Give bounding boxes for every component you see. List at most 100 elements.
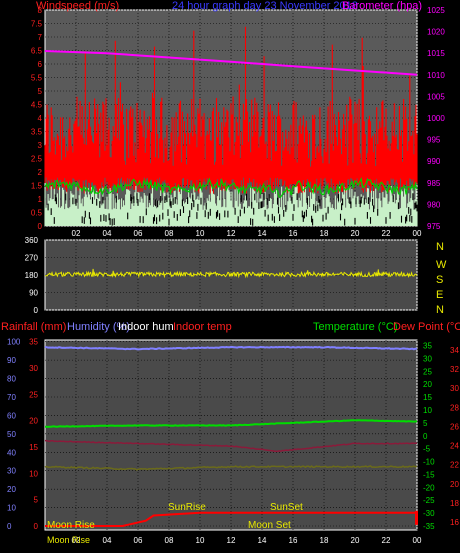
barometer-y-tick: 1000 bbox=[427, 114, 445, 123]
compass-north-top: N bbox=[436, 241, 444, 253]
wind-x-tick: 06 bbox=[134, 229, 143, 238]
temp-panel-grid bbox=[45, 340, 418, 530]
humidity-y-tick: 80 bbox=[7, 375, 16, 384]
moonset-label: Moon Set bbox=[248, 520, 291, 531]
temp-x-tick: 00 bbox=[413, 536, 422, 545]
temperature-y-tick: -25 bbox=[423, 496, 435, 505]
temp-x-tick: 02 bbox=[72, 536, 81, 545]
moonrise-bottom-label: Moon Rise bbox=[47, 535, 90, 545]
temperature-y-tick: 10 bbox=[423, 406, 432, 415]
wind-x-tick: 14 bbox=[258, 229, 267, 238]
indoor-temp-y-tick: 26 bbox=[450, 422, 459, 431]
direction-y-tick: 0 bbox=[34, 306, 39, 315]
temperature-y-tick: 25 bbox=[423, 367, 432, 376]
wind-y-tick: 7.5 bbox=[31, 20, 43, 29]
temp-x-tick: 16 bbox=[289, 536, 298, 545]
wind-y-tick: 2 bbox=[38, 168, 43, 177]
temp-x-tick: 20 bbox=[351, 536, 360, 545]
wind-panel-series bbox=[44, 26, 418, 226]
indoor-temp-y-tick: 34 bbox=[450, 346, 459, 355]
barometer-y-tick: 990 bbox=[427, 157, 441, 166]
wind-y-tick: 3 bbox=[38, 141, 43, 150]
temperature-y-tick: -15 bbox=[423, 470, 435, 479]
wind-y-tick: 1.5 bbox=[31, 182, 43, 191]
wind-x-axis-labels: 02 04 06 08 10 12 14 16 18 20 22 00 bbox=[72, 229, 422, 238]
barometer-y-tick: 975 bbox=[427, 222, 441, 231]
humidity-y-tick: 50 bbox=[7, 430, 16, 439]
temp-x-tick: 22 bbox=[382, 536, 391, 545]
wind-y-tick: 6.5 bbox=[31, 47, 43, 56]
wind-y-tick: 3.5 bbox=[31, 128, 43, 137]
temp-panel-background bbox=[44, 339, 418, 531]
barometer-series bbox=[44, 50, 418, 76]
dewpoint-label: Dew Point (°C) bbox=[393, 321, 460, 333]
temp-x-tick: 14 bbox=[258, 536, 267, 545]
humidity-y-tick: 30 bbox=[7, 467, 16, 476]
barometer-y-tick: 1010 bbox=[427, 71, 445, 80]
rainfall-y-tick: 25 bbox=[29, 390, 38, 399]
temp-x-tick: 08 bbox=[165, 536, 174, 545]
wind-calm-marks bbox=[47, 193, 418, 226]
wind-x-tick: 04 bbox=[103, 229, 112, 238]
wind-x-tick: 22 bbox=[382, 229, 391, 238]
temperature-y-tick: 0 bbox=[423, 432, 428, 441]
indoor-temp-y-tick: 32 bbox=[450, 365, 459, 374]
wind-y-tick: 0.5 bbox=[31, 209, 43, 218]
direction-y-tick: 180 bbox=[25, 271, 39, 280]
wind-y-tick: 0 bbox=[38, 222, 43, 231]
compass-south: S bbox=[436, 274, 443, 286]
humidity-y-tick: 100 bbox=[7, 338, 21, 347]
temperature-y-tick: 35 bbox=[423, 342, 432, 351]
temperature-y-tick: -10 bbox=[423, 458, 435, 467]
compass-west: W bbox=[436, 259, 447, 271]
rainfall-series bbox=[45, 511, 417, 527]
direction-y-tick: 90 bbox=[29, 289, 38, 298]
barometer-y-tick: 1015 bbox=[427, 49, 445, 58]
moonrise-label: Moon Rise bbox=[47, 520, 95, 531]
wind-y-tick: 1 bbox=[38, 195, 43, 204]
barometer-y-tick: 995 bbox=[427, 136, 441, 145]
temperature-y-tick: 15 bbox=[423, 393, 432, 402]
temp-panel-series bbox=[44, 345, 418, 527]
humidity-y-tick: 70 bbox=[7, 393, 16, 402]
temperature-label: Temperature (°C) bbox=[313, 321, 397, 333]
wind-x-tick: 08 bbox=[165, 229, 174, 238]
chart-title: 24 hour graph day 23 November 2018 bbox=[172, 0, 358, 12]
wind-y-axis-labels: 0 0.5 1 1.5 2 2.5 3 3.5 4 4.5 5 5.5 6 6.5 7 7.5 8 bbox=[31, 6, 43, 231]
wind-x-tick: 02 bbox=[72, 229, 81, 238]
humidity-y-tick: 40 bbox=[7, 448, 16, 457]
indoor-temp-y-tick: 16 bbox=[450, 518, 459, 527]
wind-y-tick: 7 bbox=[38, 33, 43, 42]
temp-x-tick: 18 bbox=[320, 536, 329, 545]
rainfall-end-marker bbox=[415, 510, 418, 525]
direction-y-axis-labels: 0 90 180 270 360 bbox=[25, 236, 39, 315]
indoor-temp-y-tick: 18 bbox=[450, 499, 459, 508]
humidity-y-tick: 10 bbox=[7, 504, 16, 513]
indoor-temp-label: Indoor temp bbox=[173, 321, 232, 333]
temp-x-axis-labels: 02 04 06 08 10 12 14 16 18 20 22 00 bbox=[72, 536, 422, 545]
direction-y-tick: 270 bbox=[25, 254, 39, 263]
wind-x-tick: 00 bbox=[413, 229, 422, 238]
humidity-label: Humidity (%) bbox=[67, 321, 130, 333]
barometer-label: Barometer (hpa) bbox=[342, 0, 422, 12]
wind-y-tick: 5 bbox=[38, 87, 43, 96]
indoor-temp-y-tick: 22 bbox=[450, 461, 459, 470]
rainfall-y-tick: 15 bbox=[29, 443, 38, 452]
humidity-y-tick: 60 bbox=[7, 411, 16, 420]
wind-y-tick: 6 bbox=[38, 60, 43, 69]
direction-panel-series bbox=[44, 268, 418, 279]
barometer-y-tick: 1005 bbox=[427, 92, 445, 101]
humidity-y-tick: 90 bbox=[7, 356, 16, 365]
rainfall-y-tick: 20 bbox=[29, 417, 38, 426]
wind-x-tick: 18 bbox=[320, 229, 329, 238]
rainfall-y-tick: 35 bbox=[29, 338, 38, 347]
wind-y-tick: 4.5 bbox=[31, 101, 43, 110]
rainfall-label: Rainfall (mm) bbox=[1, 321, 66, 333]
sunrise-label: SunRise bbox=[168, 502, 206, 513]
windspeed-label: Windspeed (m/s) bbox=[36, 0, 119, 12]
wind-y-tick: 2.5 bbox=[31, 155, 43, 164]
humidity-y-tick: 20 bbox=[7, 485, 16, 494]
temp-x-tick: 04 bbox=[103, 536, 112, 545]
wind-y-tick: 8 bbox=[38, 6, 43, 15]
